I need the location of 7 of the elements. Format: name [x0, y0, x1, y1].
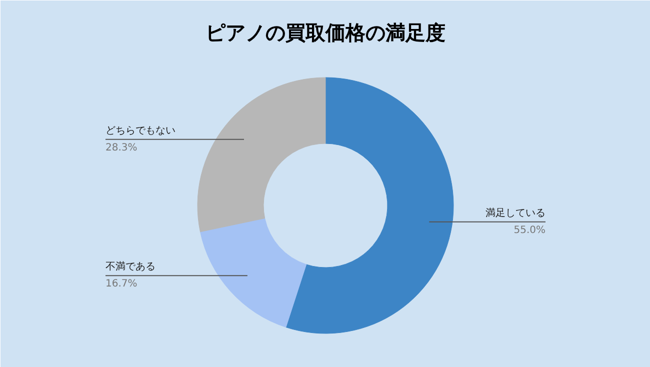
- data-label: 28.3%: [106, 142, 138, 154]
- slice-label: 満足している: [486, 206, 546, 219]
- data-label: 55.0%: [514, 224, 546, 236]
- chart-title: ピアノの買取価格の満足度: [206, 20, 446, 44]
- data-label: 16.7%: [106, 278, 138, 290]
- slice-label: どちらでもない: [106, 125, 176, 136]
- slice-label: 不満である: [106, 260, 156, 273]
